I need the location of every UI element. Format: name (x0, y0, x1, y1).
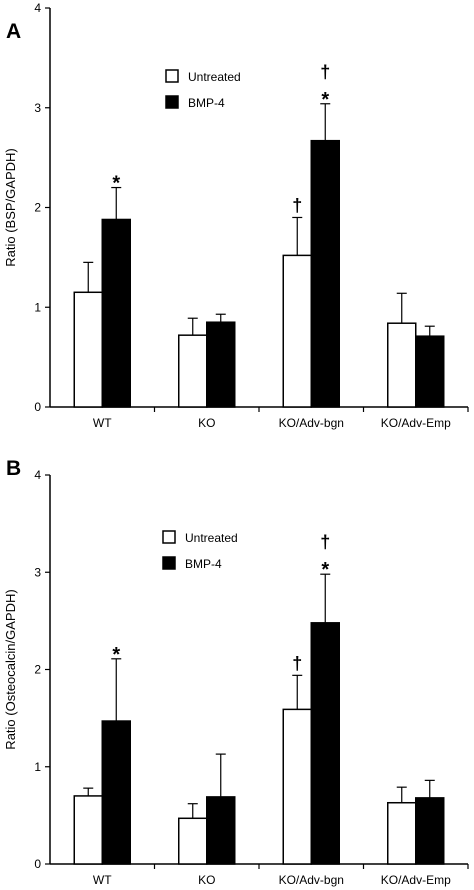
significance-dagger: † (320, 532, 330, 552)
y-tick-label: 4 (34, 1, 41, 15)
chart-panel-b: B Ratio (Osteocalcin/GAPDH) 0 1 2 3 4 WT KO KO/A… (0, 445, 474, 890)
bar-untreated (387, 322, 417, 408)
x-tick-label: KO (198, 416, 215, 430)
y-tick-label: 0 (34, 400, 41, 414)
significance-asterisk: * (112, 644, 120, 666)
significance-dagger: † (292, 195, 302, 215)
y-tick-label: 3 (34, 101, 41, 115)
bar-bmp4 (415, 335, 445, 408)
legend-label-bmp4: BMP-4 (185, 557, 222, 571)
bar-untreated (282, 254, 312, 408)
x-tick-label: WT (93, 873, 112, 887)
x-tick-label: KO/Adv-Emp (381, 873, 451, 887)
panel-label: A (6, 20, 22, 43)
significance-asterisk: * (321, 89, 329, 111)
x-tick-label: KO (198, 873, 215, 887)
panel-label: B (6, 457, 22, 480)
x-tick-label: KO/Adv-bgn (279, 873, 344, 887)
bar-chart-a: Ratio (BSP/GAPDH) 0 1 2 3 4 WT KO KO/Adv-bgn KO/A… (3, 1, 469, 430)
bar-untreated (73, 795, 103, 865)
bar-untreated (178, 817, 208, 865)
bar-untreated (387, 801, 417, 865)
bar-bmp4 (101, 218, 131, 408)
x-tick-label: WT (93, 416, 112, 430)
significance-asterisk: * (112, 173, 120, 195)
bar-chart-b: Ratio (Osteocalcin/GAPDH) 0 1 2 3 4 WT KO KO/Adv… (3, 468, 469, 887)
legend-swatch-untreated (165, 69, 179, 83)
chart-panel-a: A Ratio (BSP/GAPDH) 0 1 2 3 4 WT KO KO/Adv-bgn KO… (3, 1, 469, 430)
significance-dagger: † (320, 62, 330, 82)
y-tick-label: 2 (34, 663, 41, 677)
bar-untreated (178, 334, 208, 408)
legend-swatch-untreated (162, 530, 176, 544)
y-tick-label: 4 (34, 468, 41, 482)
x-tick-label: KO/Adv-bgn (279, 416, 344, 430)
bar-bmp4 (415, 797, 445, 865)
y-axis-label: Ratio (BSP/GAPDH) (3, 148, 18, 266)
bar-untreated (73, 291, 103, 408)
bar-bmp4 (206, 321, 236, 408)
legend-swatch-bmp4 (162, 556, 176, 570)
y-tick-label: 1 (34, 760, 41, 774)
significance-asterisk: * (321, 559, 329, 581)
y-tick-label: 1 (34, 300, 41, 314)
bar-bmp4 (206, 796, 236, 865)
bar-bmp4 (310, 139, 340, 408)
x-tick-label: KO/Adv-Emp (381, 416, 451, 430)
bar-bmp4 (101, 720, 131, 865)
y-tick-label: 0 (34, 857, 41, 871)
bar-bmp4 (310, 622, 340, 865)
bar-untreated (282, 708, 312, 865)
legend-label-untreated: Untreated (185, 531, 238, 545)
y-tick-label: 2 (34, 201, 41, 215)
legend-label-untreated: Untreated (188, 70, 241, 84)
significance-dagger: † (292, 653, 302, 673)
legend-label-bmp4: BMP-4 (188, 96, 225, 110)
legend-swatch-bmp4 (165, 95, 179, 109)
y-axis-label: Ratio (Osteocalcin/GAPDH) (3, 589, 18, 749)
y-tick-label: 3 (34, 565, 41, 579)
